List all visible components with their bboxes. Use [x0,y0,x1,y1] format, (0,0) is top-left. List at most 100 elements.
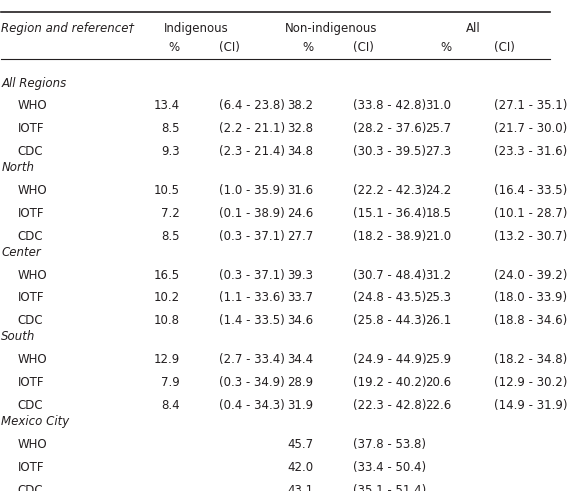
Text: All Regions: All Regions [1,77,67,89]
Text: North: North [1,161,34,174]
Text: (18.2 - 34.8): (18.2 - 34.8) [494,353,567,366]
Text: (35.1 - 51.4): (35.1 - 51.4) [353,484,426,491]
Text: CDC: CDC [18,399,43,412]
Text: (0.3 - 34.9): (0.3 - 34.9) [219,376,285,389]
Text: (25.8 - 44.3): (25.8 - 44.3) [353,314,426,327]
Text: (22.2 - 42.3): (22.2 - 42.3) [353,184,426,197]
Text: 42.0: 42.0 [287,461,313,474]
Text: (18.2 - 38.9): (18.2 - 38.9) [353,230,426,243]
Text: (12.9 - 30.2): (12.9 - 30.2) [494,376,567,389]
Text: %: % [168,41,180,55]
Text: (14.9 - 31.9): (14.9 - 31.9) [494,399,567,412]
Text: 20.6: 20.6 [426,376,452,389]
Text: 34.6: 34.6 [287,314,313,327]
Text: 43.1: 43.1 [287,484,313,491]
Text: All: All [466,23,481,35]
Text: (CI): (CI) [219,41,240,55]
Text: 8.5: 8.5 [162,230,180,243]
Text: Indigenous: Indigenous [164,23,229,35]
Text: (27.1 - 35.1): (27.1 - 35.1) [494,99,567,112]
Text: %: % [441,41,452,55]
Text: (18.8 - 34.6): (18.8 - 34.6) [494,314,567,327]
Text: WHO: WHO [18,353,47,366]
Text: 18.5: 18.5 [426,207,452,220]
Text: 7.2: 7.2 [161,207,180,220]
Text: CDC: CDC [18,484,43,491]
Text: %: % [302,41,313,55]
Text: CDC: CDC [18,145,43,158]
Text: (0.1 - 38.9): (0.1 - 38.9) [219,207,285,220]
Text: (23.3 - 31.6): (23.3 - 31.6) [494,145,567,158]
Text: (2.3 - 21.4): (2.3 - 21.4) [219,145,285,158]
Text: (24.0 - 39.2): (24.0 - 39.2) [494,269,567,282]
Text: (2.7 - 33.4): (2.7 - 33.4) [219,353,285,366]
Text: WHO: WHO [18,269,47,282]
Text: (1.0 - 35.9): (1.0 - 35.9) [219,184,285,197]
Text: 38.2: 38.2 [287,99,313,112]
Text: 39.3: 39.3 [287,269,313,282]
Text: 25.3: 25.3 [426,292,452,304]
Text: (0.4 - 34.3): (0.4 - 34.3) [219,399,285,412]
Text: 8.5: 8.5 [162,122,180,135]
Text: 10.8: 10.8 [154,314,180,327]
Text: 27.7: 27.7 [287,230,313,243]
Text: WHO: WHO [18,184,47,197]
Text: 45.7: 45.7 [287,438,313,451]
Text: 34.4: 34.4 [287,353,313,366]
Text: (24.8 - 43.5): (24.8 - 43.5) [353,292,426,304]
Text: 24.6: 24.6 [287,207,313,220]
Text: Non-indigenous: Non-indigenous [284,23,377,35]
Text: 27.3: 27.3 [426,145,452,158]
Text: 22.6: 22.6 [425,399,452,412]
Text: 8.4: 8.4 [161,399,180,412]
Text: WHO: WHO [18,438,47,451]
Text: 10.5: 10.5 [154,184,180,197]
Text: (19.2 - 40.2): (19.2 - 40.2) [353,376,426,389]
Text: (28.2 - 37.6): (28.2 - 37.6) [353,122,426,135]
Text: Mexico City: Mexico City [1,415,69,428]
Text: (33.4 - 50.4): (33.4 - 50.4) [353,461,426,474]
Text: (10.1 - 28.7): (10.1 - 28.7) [494,207,567,220]
Text: 25.9: 25.9 [426,353,452,366]
Text: (CI): (CI) [353,41,373,55]
Text: 33.7: 33.7 [287,292,313,304]
Text: (16.4 - 33.5): (16.4 - 33.5) [494,184,567,197]
Text: IOTF: IOTF [18,207,45,220]
Text: (6.4 - 23.8): (6.4 - 23.8) [219,99,285,112]
Text: 21.0: 21.0 [426,230,452,243]
Text: 28.9: 28.9 [287,376,313,389]
Text: 9.3: 9.3 [161,145,180,158]
Text: 31.0: 31.0 [426,99,452,112]
Text: WHO: WHO [18,99,47,112]
Text: CDC: CDC [18,230,43,243]
Text: (CI): (CI) [494,41,515,55]
Text: (21.7 - 30.0): (21.7 - 30.0) [494,122,567,135]
Text: 31.6: 31.6 [287,184,313,197]
Text: (22.3 - 42.8): (22.3 - 42.8) [353,399,426,412]
Text: 24.2: 24.2 [425,184,452,197]
Text: 34.8: 34.8 [287,145,313,158]
Text: 12.9: 12.9 [153,353,180,366]
Text: (30.3 - 39.5): (30.3 - 39.5) [353,145,426,158]
Text: 10.2: 10.2 [153,292,180,304]
Text: (2.2 - 21.1): (2.2 - 21.1) [219,122,285,135]
Text: (30.7 - 48.4): (30.7 - 48.4) [353,269,426,282]
Text: CDC: CDC [18,314,43,327]
Text: IOTF: IOTF [18,461,45,474]
Text: (37.8 - 53.8): (37.8 - 53.8) [353,438,426,451]
Text: (1.1 - 33.6): (1.1 - 33.6) [219,292,285,304]
Text: IOTF: IOTF [18,292,45,304]
Text: (0.3 - 37.1): (0.3 - 37.1) [219,269,285,282]
Text: Center: Center [1,246,41,259]
Text: IOTF: IOTF [18,122,45,135]
Text: (18.0 - 33.9): (18.0 - 33.9) [494,292,567,304]
Text: 32.8: 32.8 [287,122,313,135]
Text: 16.5: 16.5 [153,269,180,282]
Text: 31.2: 31.2 [426,269,452,282]
Text: IOTF: IOTF [18,376,45,389]
Text: Region and reference†: Region and reference† [1,23,135,35]
Text: 13.4: 13.4 [153,99,180,112]
Text: (15.1 - 36.4): (15.1 - 36.4) [353,207,426,220]
Text: (0.3 - 37.1): (0.3 - 37.1) [219,230,285,243]
Text: (13.2 - 30.7): (13.2 - 30.7) [494,230,567,243]
